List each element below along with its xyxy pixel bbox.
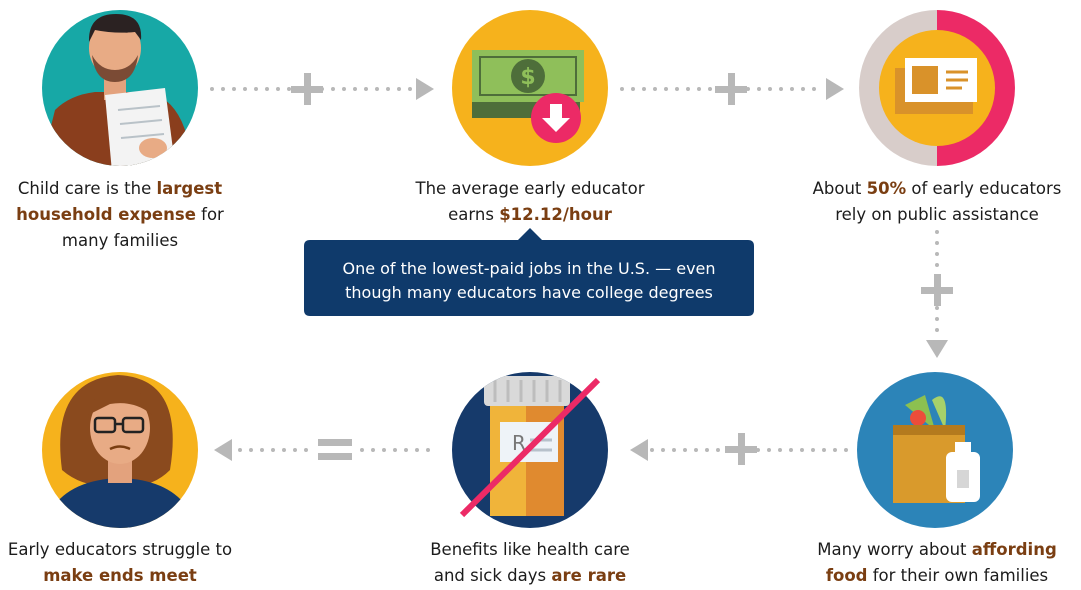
captions: Child care is the largest household expen… xyxy=(8,179,1061,585)
icon-educator xyxy=(42,372,198,528)
caption-text: Child care is the xyxy=(18,179,157,198)
caption-emphasis: make ends meet xyxy=(43,566,197,585)
caption-text: for their own families xyxy=(868,566,1049,585)
caption-line: and sick days are rare xyxy=(434,566,626,585)
icon-assistance xyxy=(859,10,1015,166)
caption-emphasis: food xyxy=(826,566,868,585)
caption-text: and sick days xyxy=(434,566,552,585)
caption-line: Many worry about affording xyxy=(817,540,1057,559)
caption-emphasis: affording xyxy=(972,540,1057,559)
connector-2 xyxy=(620,73,844,105)
caption-line: The average early educator xyxy=(415,179,645,198)
caption-text: Benefits like health care xyxy=(430,540,630,559)
callout-line: One of the lowest-paid jobs in the U.S. … xyxy=(342,259,715,278)
rx-symbol: R xyxy=(512,431,526,455)
caption-text: of early educators xyxy=(906,179,1061,198)
caption-emphasis: 50% xyxy=(867,179,907,198)
dollar-sign: $ xyxy=(520,65,535,90)
caption-line: Early educators struggle to xyxy=(8,540,232,559)
connector-3 xyxy=(921,230,953,358)
caption-text: for xyxy=(196,205,224,224)
caption-line: Child care is the largest xyxy=(18,179,222,198)
caption-text: About xyxy=(813,179,867,198)
connector-1 xyxy=(210,73,434,105)
connector-5 xyxy=(214,439,438,461)
connector-4 xyxy=(630,433,850,465)
caption-line: make ends meet xyxy=(43,566,197,585)
caption-emphasis: $12.12/hour xyxy=(499,205,613,224)
caption-emphasis: are rare xyxy=(551,566,626,585)
caption-emphasis: household expense xyxy=(16,205,196,224)
caption-text: The average early educator xyxy=(415,179,645,198)
caption-line: earns $12.12/hour xyxy=(448,205,613,224)
caption-text: Early educators struggle to xyxy=(8,540,232,559)
caption-text: rely on public assistance xyxy=(835,205,1039,224)
icon-benefits: R xyxy=(452,372,608,528)
caption-line: many families xyxy=(62,231,178,250)
caption-line: About 50% of early educators xyxy=(813,179,1062,198)
callout: One of the lowest-paid jobs in the U.S. … xyxy=(304,228,754,316)
callout-line: though many educators have college degre… xyxy=(345,283,713,302)
icon-food xyxy=(857,372,1013,528)
caption-line: household expense for xyxy=(16,205,224,224)
caption-line: rely on public assistance xyxy=(835,205,1039,224)
caption-text: many families xyxy=(62,231,178,250)
caption-emphasis: largest xyxy=(156,179,222,198)
caption-line: food for their own families xyxy=(826,566,1048,585)
caption-text: earns xyxy=(448,205,499,224)
caption-text: Many worry about xyxy=(817,540,972,559)
icon-parent xyxy=(42,10,198,166)
caption-line: Benefits like health care xyxy=(430,540,630,559)
icon-wage: $ xyxy=(452,10,608,166)
